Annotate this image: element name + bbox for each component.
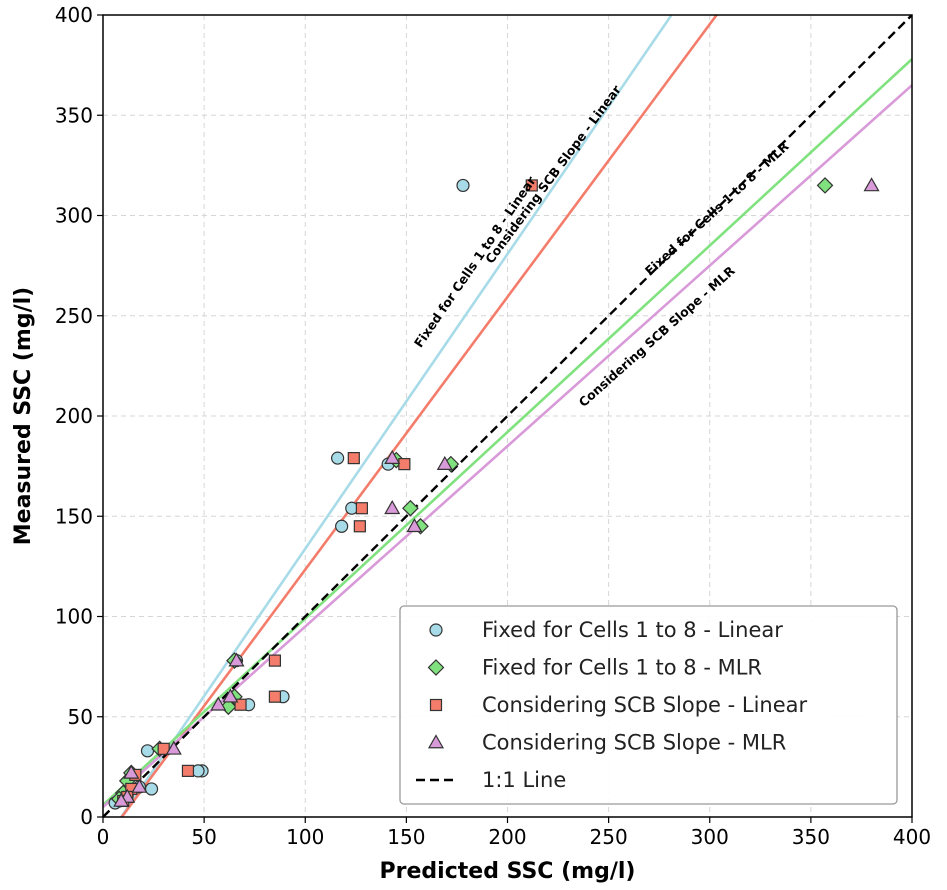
y-tick-label: 350 xyxy=(55,103,93,127)
y-tick-label: 400 xyxy=(55,3,93,27)
y-tick-label: 250 xyxy=(55,304,93,328)
line-annotation: Fixed for Cells 1 to 8 - Linear xyxy=(411,173,539,350)
data-point xyxy=(355,502,368,515)
data-point xyxy=(384,449,401,464)
data-points xyxy=(108,177,880,810)
y-tick-label: 150 xyxy=(55,504,93,528)
line-annotation: Fixed for Cells 1 to 8 - MLR xyxy=(642,138,792,278)
data-point xyxy=(429,623,443,637)
data-point xyxy=(402,499,419,517)
data-point xyxy=(181,764,195,777)
data-point xyxy=(347,452,360,465)
x-tick-label: 350 xyxy=(792,825,830,849)
legend: Fixed for Cells 1 to 8 - Linear Fixed for… xyxy=(399,605,898,805)
line-annotation: Considering SCB Slope - MLR xyxy=(576,263,738,410)
y-tick-label: 300 xyxy=(55,204,93,228)
x-tick-label: 400 xyxy=(893,825,931,849)
data-point xyxy=(398,458,411,471)
data-point xyxy=(406,518,423,533)
data-point xyxy=(268,654,282,667)
x-tick-label: 250 xyxy=(590,825,628,849)
data-point xyxy=(384,500,401,515)
data-point xyxy=(113,792,130,807)
y-tick-label: 50 xyxy=(68,705,93,729)
legend-box xyxy=(399,605,898,805)
data-point xyxy=(335,519,349,533)
fit-line xyxy=(103,58,912,806)
data-point xyxy=(429,698,443,712)
x-tick-label: 150 xyxy=(387,825,425,849)
legend-entry-label: Considering SCB Slope - MLR xyxy=(482,731,786,755)
y-axis-ticks: 0 50 100 150 200 250 300 350 400 xyxy=(55,3,103,829)
y-tick-label: 200 xyxy=(55,404,93,428)
data-point xyxy=(427,734,445,749)
data-point xyxy=(140,744,155,758)
y-axis-label: Measured SSC (mg/l) xyxy=(11,287,36,545)
legend-entry-label: Fixed for Cells 1 to 8 - Linear xyxy=(482,618,783,642)
data-point xyxy=(525,179,538,192)
x-axis-label: Predicted SSC (mg/l) xyxy=(380,859,636,884)
data-point xyxy=(816,177,834,194)
data-point xyxy=(210,696,227,711)
reference-line-1to1 xyxy=(103,15,912,817)
fit-line xyxy=(103,84,912,808)
x-tick-label: 300 xyxy=(691,825,729,849)
data-point xyxy=(234,698,247,711)
data-point xyxy=(131,778,148,793)
data-point xyxy=(863,177,880,192)
data-point xyxy=(228,652,245,667)
y-tick-label: 100 xyxy=(55,605,93,629)
legend-entry-label: 1:1 Line xyxy=(482,768,566,792)
x-axis-ticks: 0 50 100 150 200 250 300 350 400 xyxy=(97,817,931,849)
x-tick-label: 100 xyxy=(286,825,324,849)
data-point xyxy=(436,455,453,470)
data-point xyxy=(331,451,345,465)
data-point xyxy=(222,688,239,703)
x-tick-label: 0 xyxy=(97,825,110,849)
data-point xyxy=(353,520,366,533)
data-point xyxy=(123,764,140,779)
legend-entry-label: Fixed for Cells 1 to 8 - MLR xyxy=(482,656,762,680)
data-point xyxy=(456,178,470,193)
data-point xyxy=(165,740,182,755)
data-point xyxy=(268,690,282,703)
x-tick-label: 200 xyxy=(488,825,526,849)
data-point xyxy=(144,782,159,796)
data-point xyxy=(427,659,445,676)
line-annotation: Considering SCB Slope - Linear xyxy=(482,82,624,267)
fit-line xyxy=(119,15,674,817)
legend-entry-label: Considering SCB Slope - Linear xyxy=(482,693,808,717)
x-tick-label: 50 xyxy=(191,825,216,849)
y-tick-label: 0 xyxy=(80,805,93,829)
